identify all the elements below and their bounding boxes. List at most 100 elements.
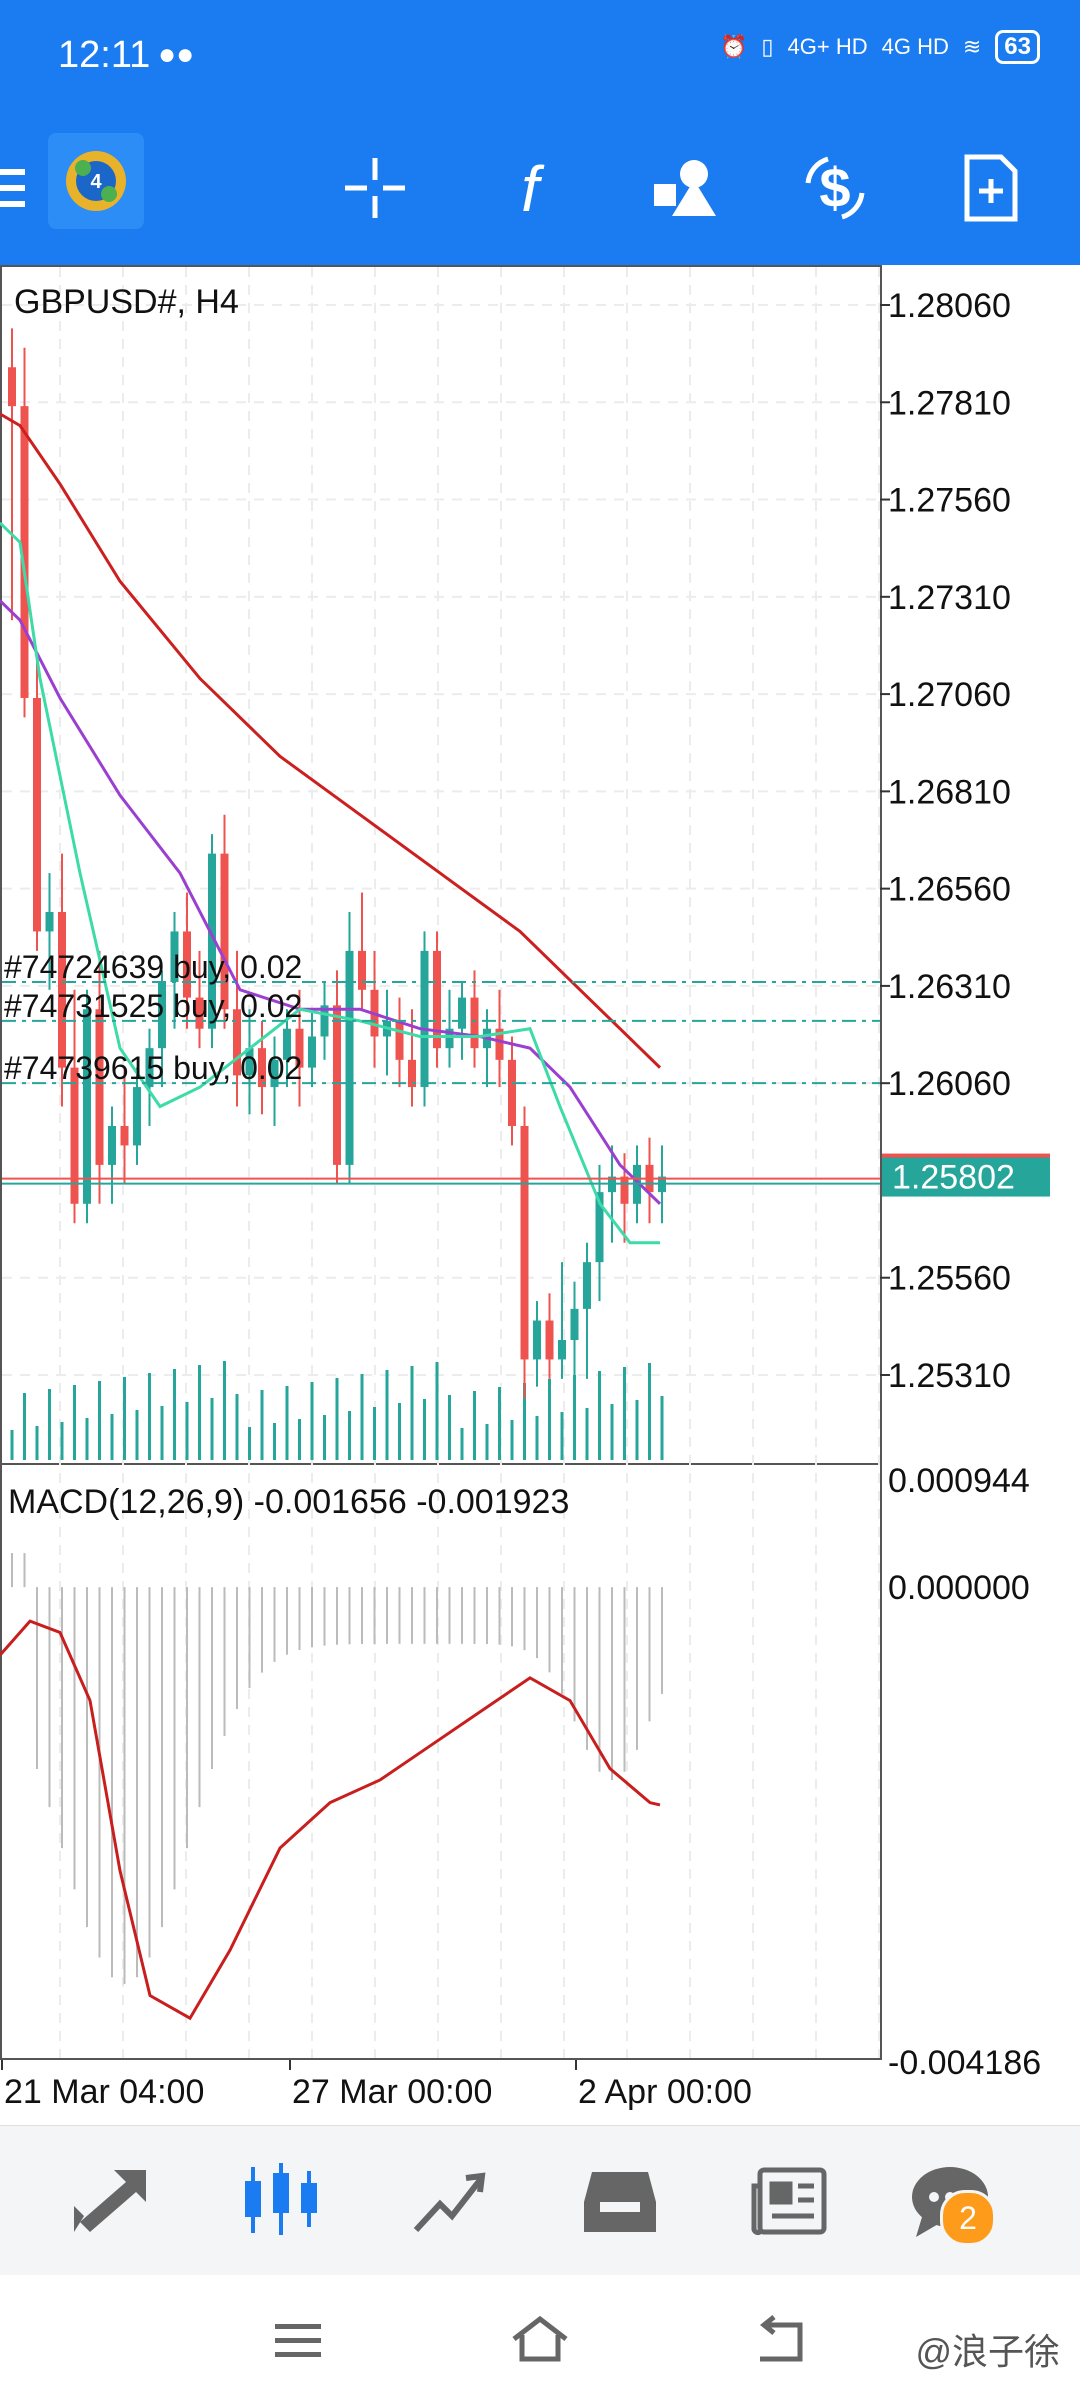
ma-slow-line <box>0 412 662 1069</box>
candle-body <box>508 1059 516 1126</box>
candle-body <box>558 1339 566 1360</box>
candle-body <box>458 997 466 1029</box>
candle-body <box>58 911 66 1068</box>
home-icon[interactable] <box>500 2305 580 2375</box>
candle-body <box>595 1192 604 1263</box>
trade-dollar-icon[interactable]: $ <box>790 143 880 233</box>
macd-tick-label: 0.000000 <box>888 1569 1030 1607</box>
status-time: 12:11 <box>58 34 151 76</box>
macd-signal-line <box>0 1619 661 2021</box>
candle-body <box>245 1048 254 1076</box>
ask-marker <box>882 1153 1050 1158</box>
status-bar: 12:11 ●● ⏰ ▯ 4G+ HD 4G HD ≋ 63 <box>0 0 1080 115</box>
candle-body <box>145 1048 154 1088</box>
order-label: #74739615 buy, 0.02 <box>4 1050 302 1086</box>
svg-text:f: f <box>521 153 545 223</box>
price-tick-label: 1.26310 <box>888 968 1011 1006</box>
messages-tab-icon[interactable]: 2 <box>900 2156 1000 2246</box>
macd-tick-label: -0.004186 <box>888 2044 1041 2082</box>
history-tab-icon[interactable] <box>570 2156 670 2246</box>
candle-body <box>258 1048 266 1088</box>
price-tick-label: 1.26810 <box>888 773 1011 811</box>
candle-body <box>170 931 179 983</box>
candle-body <box>95 1009 104 1165</box>
indicators-icon[interactable]: f <box>485 143 575 233</box>
candle-body <box>570 1308 579 1340</box>
messages-badge: 2 <box>940 2190 996 2246</box>
objects-icon[interactable] <box>640 143 730 233</box>
candle-body <box>358 950 366 990</box>
svg-text:4: 4 <box>90 171 102 193</box>
price-tick-label: 1.26060 <box>888 1065 1011 1103</box>
candle-body <box>470 997 479 1049</box>
bottom-navigation: 2 <box>0 2125 1080 2276</box>
candle-body <box>620 1176 629 1204</box>
svg-text:$: $ <box>819 156 850 219</box>
candle-body <box>270 1059 279 1088</box>
candle-body <box>20 406 29 698</box>
macd-tick-label: 0.000944 <box>888 1462 1030 1500</box>
system-navigation: @浪子徐 <box>0 2275 1080 2400</box>
price-tick-label: 1.27310 <box>888 579 1011 617</box>
candle-body <box>395 1020 404 1060</box>
candle-body <box>220 853 229 1010</box>
candle-body <box>120 1125 129 1146</box>
status-icons: ⏰ ▯ 4G+ HD 4G HD ≋ 63 <box>720 30 1040 64</box>
candle-body <box>195 997 204 1029</box>
time-tick-label: 27 Mar 00:00 <box>292 2073 492 2111</box>
app-toolbar: 4 f $ <box>0 115 1080 265</box>
menu-icon[interactable] <box>0 143 40 233</box>
candle-body <box>408 1059 416 1088</box>
alarm-icon: ⏰ <box>720 34 748 59</box>
candle-body <box>208 853 216 1029</box>
price-tick-label: 1.25310 <box>888 1357 1011 1395</box>
candle-body <box>83 1009 91 1204</box>
price-tick-label: 1.28060 <box>888 287 1011 325</box>
candle-body <box>233 1009 241 1076</box>
candle-body <box>445 1028 454 1049</box>
candle-body <box>133 1087 141 1146</box>
new-order-icon[interactable] <box>946 143 1036 233</box>
ma-mid-line <box>0 599 662 1205</box>
candle-body <box>420 950 429 1088</box>
watermark: @浪子徐 <box>915 2331 1060 2372</box>
candle-body <box>8 367 16 407</box>
chart-tab-icon[interactable] <box>230 2156 330 2246</box>
time-tick-label: 21 Mar 04:00 <box>4 2073 204 2111</box>
candle-body <box>495 1028 504 1060</box>
candle-body <box>108 1125 116 1165</box>
current-price-label: 1.25802 <box>892 1159 1015 1197</box>
symbol-label: GBPUSD#, H4 <box>14 283 239 321</box>
price-tick-label: 1.26560 <box>888 871 1011 909</box>
crosshair-icon[interactable] <box>330 143 420 233</box>
battery-level: 63 <box>995 30 1040 64</box>
candle-body <box>33 697 41 932</box>
app-logo-icon[interactable]: 4 <box>48 133 144 229</box>
candle-body <box>545 1320 554 1360</box>
price-tick-label: 1.27560 <box>888 482 1011 520</box>
candle-body <box>583 1262 591 1309</box>
recents-icon[interactable] <box>258 2305 338 2375</box>
candle-body <box>308 1036 316 1068</box>
candle-body <box>533 1320 541 1360</box>
price-tick-label: 1.25560 <box>888 1260 1011 1298</box>
chart-area[interactable]: #74724639 buy, 0.02 #74731525 buy, 0.02 #7… <box>0 265 1080 2125</box>
candle-body <box>45 911 54 932</box>
candle-body <box>158 982 166 1049</box>
price-tick-label: 1.27060 <box>888 676 1011 714</box>
order-label: #74724639 buy, 0.02 <box>4 949 302 985</box>
quotes-icon[interactable] <box>60 2156 160 2246</box>
news-tab-icon[interactable] <box>740 2156 840 2246</box>
candle-body <box>333 1005 341 1165</box>
trade-tab-icon[interactable] <box>400 2156 500 2246</box>
candle-body <box>345 950 354 1165</box>
candle-body <box>283 1028 291 1060</box>
candle-body <box>183 931 191 998</box>
candle-body <box>520 1125 529 1360</box>
price-chart[interactable]: #74724639 buy, 0.02#74731525 buy, 0.02 #7… <box>0 265 1080 2125</box>
ma-fast-line <box>0 521 660 1245</box>
candle-body <box>433 950 441 1049</box>
vibrate-icon: ▯ <box>761 34 774 59</box>
current-price-box <box>882 1156 1050 1197</box>
back-icon[interactable] <box>740 2305 820 2375</box>
